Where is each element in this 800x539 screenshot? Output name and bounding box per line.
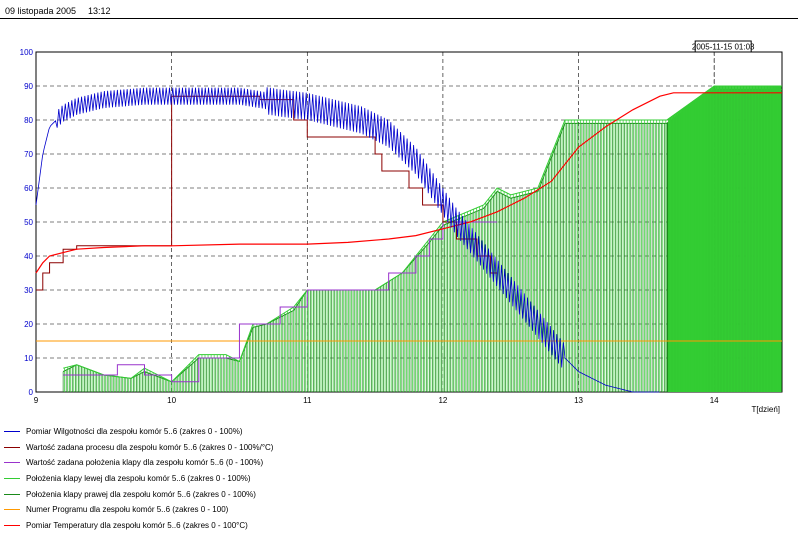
humidity-series bbox=[35, 87, 660, 393]
legend-item: Pomiar Temperatury dla zespołu komór 5..… bbox=[4, 518, 273, 534]
legend-label: Pomiar Wilgotności dla zespołu komór 5..… bbox=[26, 427, 243, 437]
chart-legend: Pomiar Wilgotności dla zespołu komór 5..… bbox=[4, 424, 273, 533]
y-tick-label: 30 bbox=[24, 286, 33, 295]
y-tick-label: 50 bbox=[24, 218, 33, 227]
legend-label: Pomiar Temperatury dla zespołu komór 5..… bbox=[26, 520, 248, 530]
x-tick-label: 9 bbox=[34, 396, 39, 405]
x-tick-label: 10 bbox=[167, 396, 176, 405]
y-tick-label: 70 bbox=[24, 150, 33, 159]
y-tick-label: 80 bbox=[24, 116, 33, 125]
report-header: 09 listopada 2005 13:12 bbox=[0, 0, 800, 19]
legend-label: Wartość zadana procesu dla zespołu komór… bbox=[26, 442, 274, 452]
temperature-line bbox=[35, 92, 782, 274]
legend-item: Wartość zadana procesu dla zespołu komór… bbox=[4, 440, 273, 456]
legend-item: Numer Programu dla zespołu komór 5..6 (z… bbox=[4, 502, 273, 518]
cursor-label: 2005-11-15 01:03 bbox=[692, 43, 755, 52]
y-tick-label: 20 bbox=[24, 320, 33, 329]
y-tick-label: 10 bbox=[24, 354, 33, 363]
legend-swatch bbox=[4, 509, 20, 511]
y-tick-label: 100 bbox=[20, 48, 34, 57]
x-axis-label: T[dzień] bbox=[752, 405, 780, 414]
process-setpoint-line bbox=[36, 95, 498, 291]
y-tick-label: 90 bbox=[24, 82, 33, 91]
x-tick-label: 13 bbox=[574, 396, 583, 405]
header-divider bbox=[0, 18, 798, 19]
legend-swatch bbox=[4, 431, 20, 433]
legend-item: Wartość zadana położenia klapy dla zespo… bbox=[4, 455, 273, 471]
legend-label: Wartość zadana położenia klapy dla zespo… bbox=[26, 458, 264, 468]
report-date: 09 listopada 2005 bbox=[5, 6, 77, 16]
legend-item: Położenia klapy prawej dla zespołu komór… bbox=[4, 486, 273, 502]
legend-label: Położenia klapy prawej dla zespołu komór… bbox=[26, 489, 256, 499]
legend-swatch bbox=[4, 493, 20, 495]
legend-swatch bbox=[4, 524, 20, 526]
y-tick-label: 0 bbox=[29, 388, 34, 397]
legend-swatch bbox=[4, 462, 20, 464]
legend-item: Pomiar Wilgotności dla zespołu komór 5..… bbox=[4, 424, 273, 440]
cursor-label-box bbox=[694, 40, 752, 53]
legend-label: Numer Programu dla zespołu komór 5..6 (z… bbox=[26, 505, 229, 515]
legend-swatch bbox=[4, 446, 20, 448]
flap-setpoint-line bbox=[63, 221, 498, 383]
legend-item: Położenia klapy lewej dla zespołu komór … bbox=[4, 471, 273, 487]
report-time: 13:12 bbox=[88, 6, 111, 16]
x-tick-label: 14 bbox=[710, 396, 719, 405]
y-tick-label: 40 bbox=[24, 252, 33, 261]
legend-label: Położenia klapy lewej dla zespołu komór … bbox=[26, 474, 251, 484]
x-tick-label: 12 bbox=[438, 396, 447, 405]
legend-swatch bbox=[4, 478, 20, 480]
x-tick-label: 11 bbox=[303, 396, 312, 405]
chart-plot: 0 10 20 30 40 50 60 70 80 90 100 9 10 11 12 13 14 T[dzień… bbox=[20, 40, 783, 414]
y-tick-label: 60 bbox=[24, 184, 33, 193]
humidity-line bbox=[35, 87, 660, 393]
